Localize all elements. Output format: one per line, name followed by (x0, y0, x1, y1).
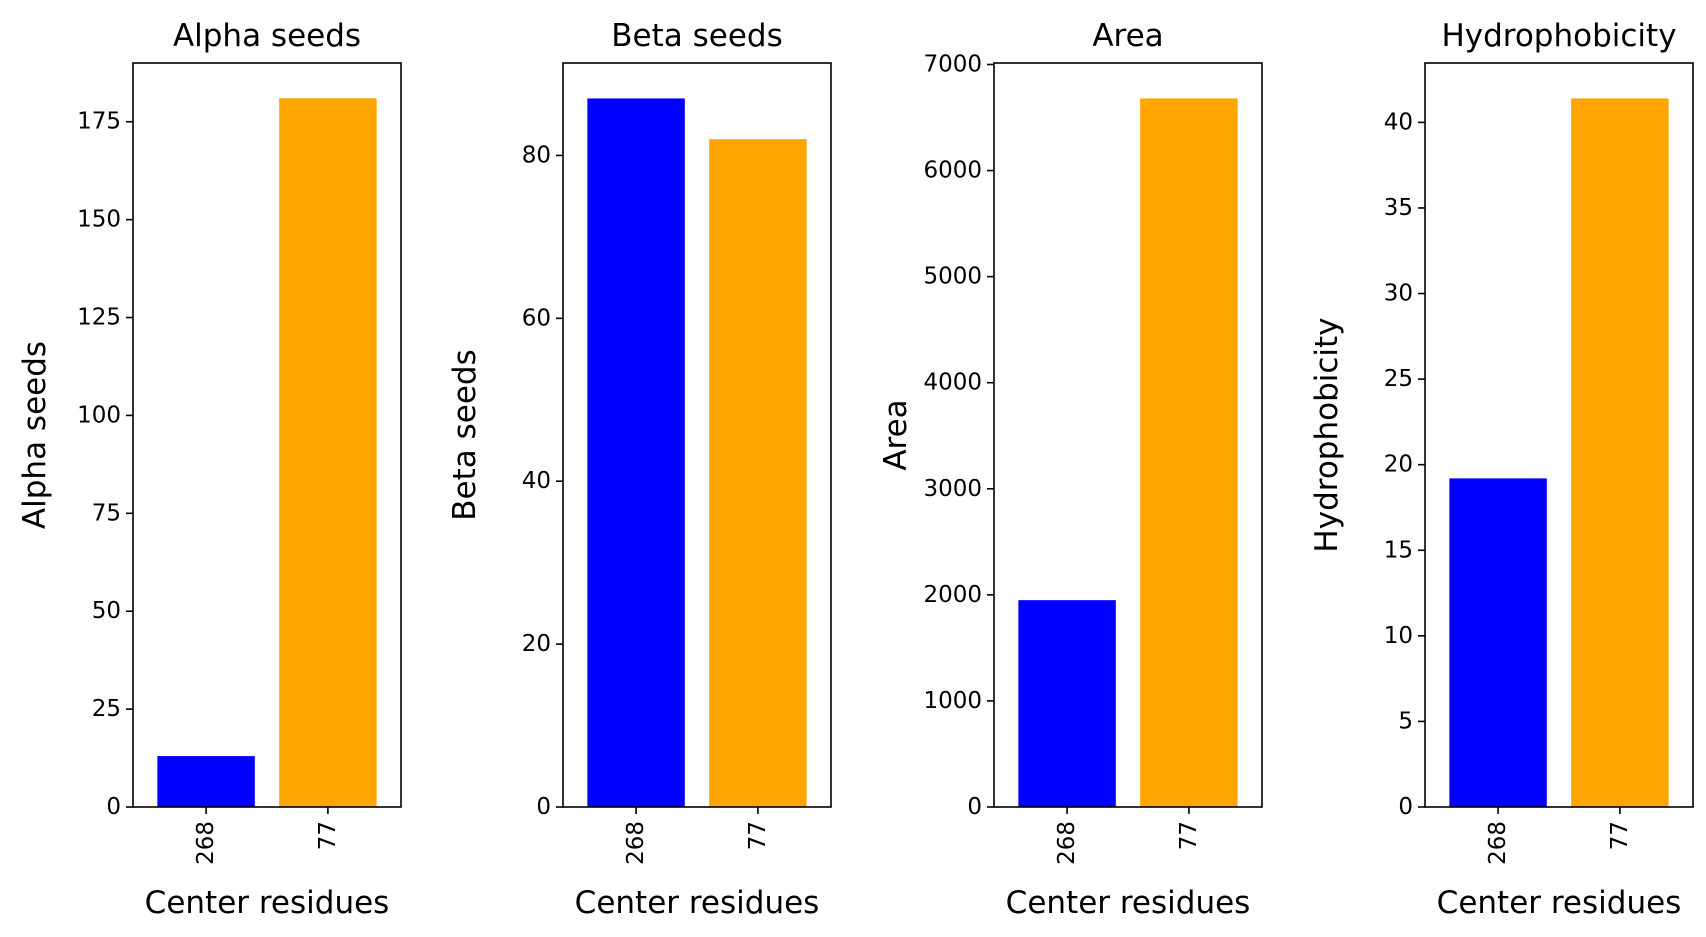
bar-268 (1449, 478, 1547, 807)
plot-frame (132, 62, 402, 808)
subplot-1: 0 25 50 75 100 125 150 175 268 77 Alpha seeds Cente… (17, 18, 402, 921)
y-axis-label: Hydrophobicity (1309, 317, 1345, 552)
y-tick-label: 0 (106, 794, 121, 820)
y-tick-label: 0 (1398, 794, 1413, 820)
subplot-4: 0 5 10 15 20 25 30 35 40 268 77 Hydrophobicity Cente… (1309, 18, 1694, 921)
plot-frame (993, 62, 1263, 808)
chart-title: Area (1092, 18, 1163, 54)
x-axis-label: Center residues (1006, 885, 1251, 921)
y-tick-label: 75 (92, 500, 121, 526)
y-tick-label: 30 (1384, 281, 1413, 307)
y-axis-label: Alpha seeds (17, 341, 53, 529)
y-tick-label: 50 (92, 598, 121, 624)
y-tick-label: 20 (522, 631, 551, 657)
y-tick-label: 40 (1384, 109, 1413, 135)
bar-268 (587, 98, 685, 807)
y-tick-label: 4000 (923, 370, 982, 396)
x-tick-label: 268 (1485, 821, 1511, 865)
y-tick-label: 7000 (923, 51, 982, 77)
y-axis-label: Beta seeds (447, 349, 483, 520)
bar-77 (709, 139, 807, 807)
x-tick-label: 268 (193, 821, 219, 865)
y-tick-label: 1000 (923, 688, 982, 714)
y-tick-label: 25 (1384, 366, 1413, 392)
y-tick-label: 175 (77, 109, 121, 135)
y-tick-label: 35 (1384, 195, 1413, 221)
y-tick-label: 5 (1398, 708, 1413, 734)
x-tick-label: 268 (623, 821, 649, 865)
chart-title: Beta seeds (611, 18, 782, 54)
y-axis-label: Area (878, 399, 914, 470)
bar-268 (157, 756, 255, 807)
y-tick-label: 60 (522, 305, 551, 331)
bar-268 (1018, 600, 1116, 807)
y-tick-label: 25 (92, 696, 121, 722)
x-tick-label: 77 (745, 821, 771, 850)
subplot-3: 0 1000 2000 3000 4000 5000 6000 7000 268 77 Area Ce… (878, 18, 1263, 921)
y-tick-label: 2000 (923, 582, 982, 608)
plot-frame (562, 62, 832, 808)
x-axis-label: Center residues (145, 885, 390, 921)
bar-77 (1140, 98, 1238, 807)
x-tick-label: 77 (1607, 821, 1633, 850)
y-tick-label: 125 (77, 305, 121, 331)
chart-title: Hydrophobicity (1441, 18, 1676, 54)
x-tick-label: 77 (315, 821, 341, 850)
y-tick-label: 150 (77, 207, 121, 233)
x-tick-label: 77 (1176, 821, 1202, 850)
x-tick-label: 268 (1054, 821, 1080, 865)
subplot-2: 0 20 40 60 80 268 77 Beta seeds Center residues B… (447, 18, 832, 921)
y-tick-label: 15 (1384, 537, 1413, 563)
y-tick-label: 10 (1384, 623, 1413, 649)
y-tick-label: 3000 (923, 476, 982, 502)
y-tick-label: 20 (1384, 452, 1413, 478)
y-tick-label: 40 (522, 468, 551, 494)
x-axis-label: Center residues (575, 885, 820, 921)
y-tick-label: 0 (536, 794, 551, 820)
y-tick-label: 100 (77, 402, 121, 428)
bar-77 (1571, 98, 1669, 807)
bar-77 (279, 98, 377, 807)
x-axis-label: Center residues (1437, 885, 1682, 921)
plot-frame (1424, 62, 1694, 808)
y-tick-label: 6000 (923, 158, 982, 184)
y-tick-label: 80 (522, 142, 551, 168)
y-tick-label: 0 (967, 794, 982, 820)
y-tick-label: 5000 (923, 264, 982, 290)
chart-title: Alpha seeds (173, 18, 361, 54)
